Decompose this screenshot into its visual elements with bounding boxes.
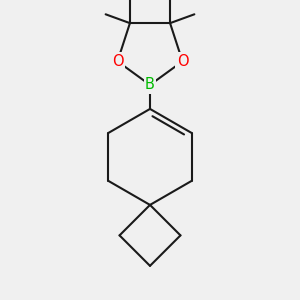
Text: O: O (112, 54, 123, 69)
Text: B: B (145, 77, 155, 92)
Text: O: O (177, 54, 188, 69)
